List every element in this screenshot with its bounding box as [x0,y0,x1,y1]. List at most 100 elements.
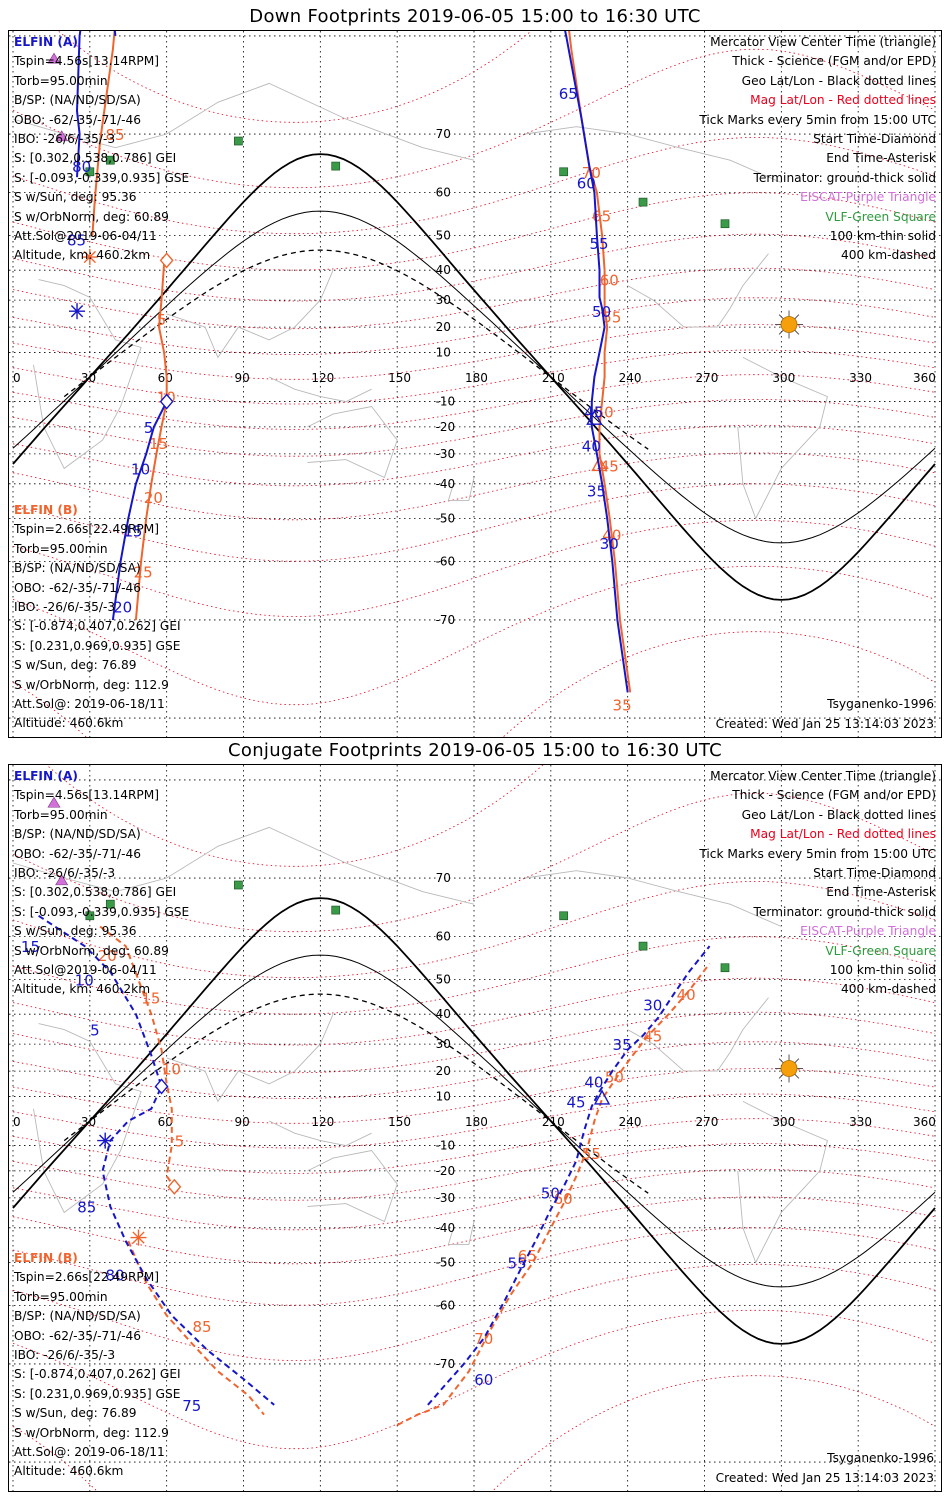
elfin-b-stat-line: S w/OrbNorm, deg: 112.9 [14,677,169,692]
lon-tick-label: 150 [388,371,411,385]
elfin-b-conjugate-tick-label: 20 [98,947,117,965]
elfin-a-stat-line: S w/OrbNorm, deg: 60.89 [14,943,169,958]
elfin-b-down-tick-label: 55 [602,309,621,327]
legend-item: VLF-Green Square [825,209,936,224]
lat-tick-label: -70 [436,613,456,627]
lon-tick-label: 360 [913,1115,936,1129]
elfin-a-stat-line: Torb=95.00min [14,807,108,822]
terminator-ground [12,153,936,601]
lat-tick-label: -20 [436,420,456,434]
elfin-b-info-block: ELFIN (B) Tspin=2.66s[22.49RPM] Torb=95.0… [14,501,181,734]
elfin-a-stat-line: IBO: -26/6/-35/-3 [14,132,116,147]
lon-tick-label: 270 [696,371,719,385]
elfin-b-stats: Tspin=2.66s[22.49RPM] Torb=95.00min B/SP: … [14,520,181,733]
elfin-b-stat-line: OBO: -62/-35/-71/-46 [14,580,142,595]
sun-icon [780,1060,798,1077]
elfin-b-stat-line: Altitude: 460.6km [14,1464,124,1479]
legend-item: 100 km-thin solid [829,963,936,978]
lat-tick-label: -40 [436,1221,456,1235]
elfin-a-down-tick-label: 35 [587,482,606,500]
elfin-b-conjugate-tick-label: 15 [141,990,160,1008]
coastline [33,279,142,470]
legend-block: Mercator View Center Time (triangle) Thic… [699,767,936,1000]
terminator-400km [63,993,649,1194]
elfin-b-stat-line: B/SP: (NA/ND/SD/SA) [14,561,141,576]
elfin-b-down-tick-label: 85 [105,126,124,144]
elfin-a-conjugate-track [427,945,711,1406]
conjugate-footprints-title: Conjugate Footprints 2019-06-05 15:00 to… [228,740,722,761]
down-footprints-plot: 0 30 60 90 120 150 180 210 240 270 300 330 360706050… [9,31,941,737]
elfin-a-conjugate-tick-label: 15 [21,938,40,956]
elfin-a-down-end-asterisk [70,305,84,318]
lon-tick-label: 0 [13,1115,21,1129]
elfin-a-label: ELFIN (A) [14,769,78,783]
vlf-station-marker [105,899,115,909]
elfin-b-down-tick-label: 40 [602,526,621,544]
coastline [447,1221,475,1245]
elfin-a-stat-line: S w/Sun, deg: 95.36 [14,190,137,205]
elfin-a-conjugate-tick-label: 60 [474,1371,493,1389]
coastline [12,826,475,905]
elfin-b-stat-line: Torb=95.00min [14,1289,108,1304]
elfin-a-down-tick-label: 60 [577,175,596,193]
lat-tick-label: 30 [436,293,451,307]
lat-tick-label: 30 [436,1037,451,1051]
elfin-a-conjugate-tick-label: 5 [90,1022,100,1040]
lon-tick-label: 180 [465,371,488,385]
elfin-a-stat-line: B/SP: (NA/ND/SD/SA) [14,827,141,842]
elfin-b-conjugate-tick-label: 5 [175,1133,185,1151]
elfin-b-stat-line: Altitude: 460.6km [14,716,124,731]
lon-tick-label: 120 [311,371,334,385]
elfin-b-conjugate-tick-label: 50 [605,1068,624,1086]
elfin-a-conjugate-tick-label: 75 [182,1397,201,1415]
lon-tick-label: 90 [235,1115,250,1129]
mag-parallel [12,452,936,521]
legend-item: End Time-Asterisk [826,151,936,166]
legend-item: Thick - Science (FGM and/or EPD) [732,54,936,69]
elfin-a-stat-line: S w/Sun, deg: 95.36 [14,924,137,939]
legend-item: Tick Marks every 5min from 15:00 UTC [699,112,936,127]
lat-tick-label: 70 [436,127,451,141]
legend-item: Geo Lat/Lon - Black dotted lines [741,73,936,88]
lon-tick-label: 300 [772,371,795,385]
legend-item: 400 km-dashed [841,982,936,997]
elfin-a-stat-line: Att.Sol@2019-06-04/11 [14,229,157,244]
elfin-b-down-tick-label: 35 [613,697,632,715]
lon-tick-label: 300 [772,1115,795,1129]
elfin-b-stat-line: B/SP: (NA/ND/SD/SA) [14,1309,141,1324]
elfin-a-down-track [75,31,117,178]
lat-tick-label: -10 [436,1139,456,1153]
coastline [307,406,398,479]
terminator-ground [12,897,936,1345]
elfin-b-stat-line: S: [0.231,0.969,0.935] GSE [14,638,181,653]
elfin-b-conjugate-tick-label: 55 [582,1145,601,1163]
elfin-a-down-tick-label: 5 [144,419,154,437]
elfin-b-down-tick-label: 20 [144,489,163,507]
vlf-station-marker [559,911,568,921]
vlf-station-marker [85,911,95,921]
elfin-a-stat-line: S: [0.302,0.538,0.786] GEI [14,885,177,900]
elfin-a-info-block: ELFIN (A) Tspin=4.56s[13.14RPM] Torb=95.0… [14,767,189,1000]
elfin-b-conjugate-tick-label: 60 [554,1190,573,1208]
lat-tick-label: -40 [436,477,456,491]
elfin-a-stat-line: S: [0.302,0.538,0.786] GEI [14,151,177,166]
elfin-b-stat-line: IBO: -26/6/-35/-3 [14,1348,116,1363]
sun-ray [778,329,784,335]
legend-item: 400 km-dashed [841,248,936,263]
elfin-a-stat-line: S w/OrbNorm, deg: 60.89 [14,209,169,224]
coastline [307,1150,398,1223]
elfin-a-conjugate-tick-label: 45 [566,1093,585,1111]
legend-item: EISCAT-Purple Triangle [800,190,936,205]
elfin-b-stats: Tspin=2.66s[22.49RPM] Torb=95.00min B/SP: … [14,1268,181,1481]
elfin-a-info-block: ELFIN (A) Tspin=4.56s[13.14RPM] Torb=95.0… [14,33,189,266]
coastline [627,253,769,328]
coastline [268,1120,372,1147]
legend-item: Thick - Science (FGM and/or EPD) [732,788,936,803]
elfin-b-stat-line: S w/Sun, deg: 76.89 [14,1406,137,1421]
down-footprints-title: Down Footprints 2019-06-05 15:00 to 16:3… [249,6,701,27]
elfin-a-down-tick-label: 55 [589,235,608,253]
lat-tick-label: -30 [436,1191,456,1205]
elfin-a-stats: Tspin=4.56s[13.14RPM] Torb=95.00min B/SP: … [14,786,189,999]
coastline [525,870,782,927]
coastline [737,356,828,520]
